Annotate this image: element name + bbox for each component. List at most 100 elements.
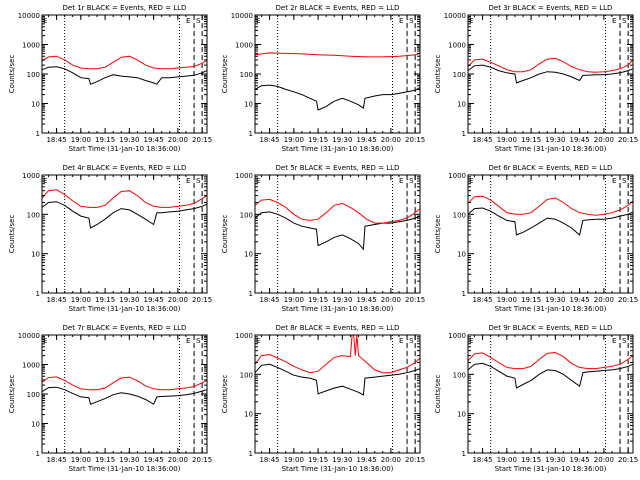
x-axis-label: Start Time (31-Jan-10 18:36:00) bbox=[69, 145, 181, 153]
marker-label-s: S bbox=[622, 337, 627, 345]
x-tick-label: 20:15 bbox=[618, 136, 638, 144]
x-tick-label: 19:45 bbox=[357, 296, 377, 304]
x-tick-label: 18:45 bbox=[46, 136, 66, 144]
x-tick-label: 19:45 bbox=[570, 456, 590, 464]
y-tick-label: 1000 bbox=[22, 42, 40, 50]
series-line-lld bbox=[41, 189, 208, 208]
series-line-events bbox=[254, 211, 421, 251]
y-tick-label: 10 bbox=[244, 101, 253, 109]
y-axis-label: Counts/sec bbox=[434, 375, 442, 414]
panel-title: Det 3r BLACK = Events, RED = LLD bbox=[489, 4, 613, 12]
x-tick-label: 20:00 bbox=[381, 456, 401, 464]
plot-frame bbox=[41, 14, 208, 134]
y-tick-label: 1 bbox=[36, 290, 40, 298]
y-tick-label: 10000 bbox=[444, 12, 466, 20]
series-line-lld bbox=[41, 55, 208, 70]
x-axis-label: Start Time (31-Jan-10 18:36:00) bbox=[495, 145, 607, 153]
x-tick-label: 19:30 bbox=[545, 136, 565, 144]
series-line-lld bbox=[254, 52, 421, 58]
panel-det-6: Det 6r BLACK = Events, RED = LLD 1 10 100 10… bbox=[434, 164, 638, 313]
x-tick-label: 19:15 bbox=[521, 136, 541, 144]
marker-label-e: E bbox=[186, 177, 190, 185]
y-tick-label: 100 bbox=[240, 71, 253, 79]
marker-label-s: S bbox=[409, 177, 414, 185]
y-axis-label: Counts/sec bbox=[8, 55, 16, 94]
x-tick-label: 20:00 bbox=[381, 136, 401, 144]
y-tick-label: 100 bbox=[27, 211, 40, 219]
panel-title: Det 6r BLACK = Events, RED = LLD bbox=[489, 164, 613, 172]
plot-frame bbox=[467, 174, 634, 294]
plot-frame bbox=[254, 334, 421, 454]
marker-label-e: E bbox=[186, 17, 190, 25]
y-tick-label: 1000 bbox=[448, 332, 466, 340]
x-tick-label: 20:00 bbox=[168, 296, 188, 304]
x-tick-label: 19:00 bbox=[497, 456, 517, 464]
y-axis-label: Counts/sec bbox=[434, 215, 442, 254]
x-tick-label: 19:30 bbox=[332, 136, 352, 144]
y-tick-label: 1 bbox=[249, 130, 253, 138]
panel-det-7: Det 7r BLACK = Events, RED = LLD 1 10 100 10… bbox=[8, 324, 212, 473]
y-tick-label: 1 bbox=[36, 130, 40, 138]
y-tick-label: 10 bbox=[244, 411, 253, 419]
marker-label-e: E bbox=[612, 177, 616, 185]
x-tick-label: 19:00 bbox=[71, 456, 91, 464]
x-tick-label: 19:30 bbox=[332, 456, 352, 464]
marker-label-s: S bbox=[622, 17, 627, 25]
x-tick-label: 20:00 bbox=[168, 456, 188, 464]
panel-det-8: Det 8r BLACK = Events, RED = LLD 1 10 100 10… bbox=[221, 324, 425, 473]
y-tick-label: 10 bbox=[457, 411, 466, 419]
y-tick-label: 10 bbox=[457, 251, 466, 259]
x-tick-label: 19:30 bbox=[119, 136, 139, 144]
y-tick-label: 10000 bbox=[18, 12, 40, 20]
x-tick-label: 18:45 bbox=[259, 136, 279, 144]
y-tick-label: 1000 bbox=[22, 172, 40, 180]
series-line-lld bbox=[467, 57, 634, 73]
panel-title: Det 2r BLACK = Events, RED = LLD bbox=[276, 4, 400, 12]
y-tick-label: 1000 bbox=[448, 172, 466, 180]
series-line-events bbox=[254, 363, 421, 396]
y-tick-label: 1000 bbox=[235, 42, 253, 50]
series-line-lld bbox=[254, 334, 421, 374]
y-tick-label: 10 bbox=[244, 251, 253, 259]
x-tick-label: 18:45 bbox=[259, 456, 279, 464]
series-line-events bbox=[467, 64, 634, 84]
marker-label-e: E bbox=[399, 17, 403, 25]
marker-label-e: E bbox=[469, 337, 473, 345]
x-axis-label: Start Time (31-Jan-10 18:36:00) bbox=[495, 465, 607, 473]
x-tick-label: 19:15 bbox=[521, 456, 541, 464]
plot-frame bbox=[467, 334, 634, 454]
x-tick-label: 18:45 bbox=[46, 456, 66, 464]
x-tick-label: 19:45 bbox=[144, 136, 164, 144]
marker-label-e: E bbox=[43, 337, 47, 345]
x-tick-label: 20:00 bbox=[381, 296, 401, 304]
y-tick-label: 100 bbox=[453, 211, 466, 219]
x-tick-label: 20:00 bbox=[594, 136, 614, 144]
x-tick-label: 18:45 bbox=[472, 136, 492, 144]
x-tick-label: 19:45 bbox=[357, 456, 377, 464]
x-tick-label: 20:15 bbox=[618, 296, 638, 304]
x-tick-label: 19:45 bbox=[570, 136, 590, 144]
x-tick-label: 20:15 bbox=[192, 296, 212, 304]
y-tick-label: 1 bbox=[36, 450, 40, 458]
x-tick-label: 19:00 bbox=[497, 296, 517, 304]
series-line-events bbox=[254, 84, 421, 111]
x-axis-label: Start Time (31-Jan-10 18:36:00) bbox=[282, 465, 394, 473]
panel-det-9: Det 9r BLACK = Events, RED = LLD 1 10 100 10… bbox=[434, 324, 638, 473]
panel-det-5: Det 5r BLACK = Events, RED = LLD 1 10 100 10… bbox=[221, 164, 425, 313]
marker-label-s: S bbox=[409, 337, 414, 345]
x-tick-label: 19:45 bbox=[144, 456, 164, 464]
marker-label-e: E bbox=[612, 337, 616, 345]
x-axis-label: Start Time (31-Jan-10 18:36:00) bbox=[69, 465, 181, 473]
y-tick-label: 10000 bbox=[231, 12, 253, 20]
panel-det-3: Det 3r BLACK = Events, RED = LLD 1 10 100 10… bbox=[434, 4, 638, 153]
panel-title: Det 9r BLACK = Events, RED = LLD bbox=[489, 324, 613, 332]
panel-det-1: Det 1r BLACK = Events, RED = LLD 1 10 100 10… bbox=[8, 4, 212, 153]
marker-label-e: E bbox=[256, 17, 260, 25]
x-tick-label: 20:15 bbox=[405, 456, 425, 464]
x-tick-label: 20:15 bbox=[192, 456, 212, 464]
panel-det-4: Det 4r BLACK = Events, RED = LLD 1 10 100 10… bbox=[8, 164, 212, 313]
y-tick-label: 1000 bbox=[235, 172, 253, 180]
x-tick-label: 19:15 bbox=[95, 456, 115, 464]
x-tick-label: 19:45 bbox=[144, 296, 164, 304]
